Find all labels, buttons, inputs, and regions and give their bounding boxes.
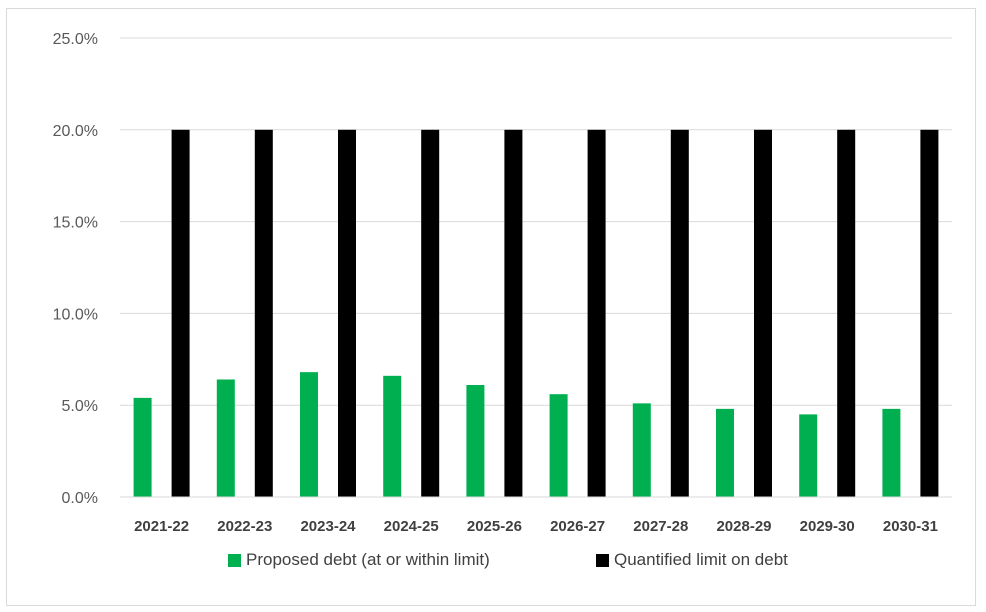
bar-quantified-limit (670, 129, 689, 498)
y-tick-label: 20.0% (53, 123, 98, 140)
legend-swatch (228, 554, 241, 567)
x-tick-label: 2021-22 (134, 518, 189, 535)
y-tick-label: 5.0% (62, 398, 98, 415)
legend-label: Quantified limit on debt (614, 550, 788, 569)
bar-quantified-limit (171, 129, 190, 498)
x-tick-label: 2023-24 (300, 518, 356, 535)
x-tick-label: 2029-30 (800, 518, 855, 535)
bar-quantified-limit (254, 129, 273, 498)
y-tick-label: 10.0% (53, 306, 98, 323)
x-tick-label: 2028-29 (716, 518, 771, 535)
bar-proposed-debt (549, 394, 568, 497)
x-tick-label: 2025-26 (467, 518, 522, 535)
bar-quantified-limit (754, 129, 772, 498)
x-tick-label: 2027-28 (633, 518, 688, 535)
bar-proposed-debt (882, 408, 901, 497)
chart-frame (6, 8, 976, 606)
bar-quantified-limit (837, 129, 856, 498)
bar-proposed-debt (383, 375, 402, 497)
bar-proposed-debt (300, 372, 318, 497)
y-tick-label: 0.0% (62, 490, 98, 507)
y-tick-label: 15.0% (53, 215, 98, 232)
bar-proposed-debt (133, 397, 152, 497)
y-tick-label: 25.0% (53, 31, 98, 48)
bar-proposed-debt (632, 403, 651, 497)
x-tick-label: 2026-27 (550, 518, 605, 535)
bar-quantified-limit (421, 129, 440, 498)
bar-proposed-debt (716, 408, 734, 497)
x-tick-label: 2022-23 (217, 518, 272, 535)
legend-label: Proposed debt (at or within limit) (246, 550, 490, 569)
bar-quantified-limit (920, 129, 939, 498)
bar-proposed-debt (466, 385, 485, 497)
x-tick-label: 2030-31 (883, 518, 938, 535)
bar-proposed-debt (799, 414, 818, 497)
legend-swatch (596, 554, 609, 567)
bar-quantified-limit (587, 129, 606, 498)
bar-quantified-limit (504, 129, 523, 498)
bar-proposed-debt (216, 379, 235, 497)
x-tick-label: 2024-25 (384, 518, 439, 535)
bar-quantified-limit (338, 129, 356, 498)
